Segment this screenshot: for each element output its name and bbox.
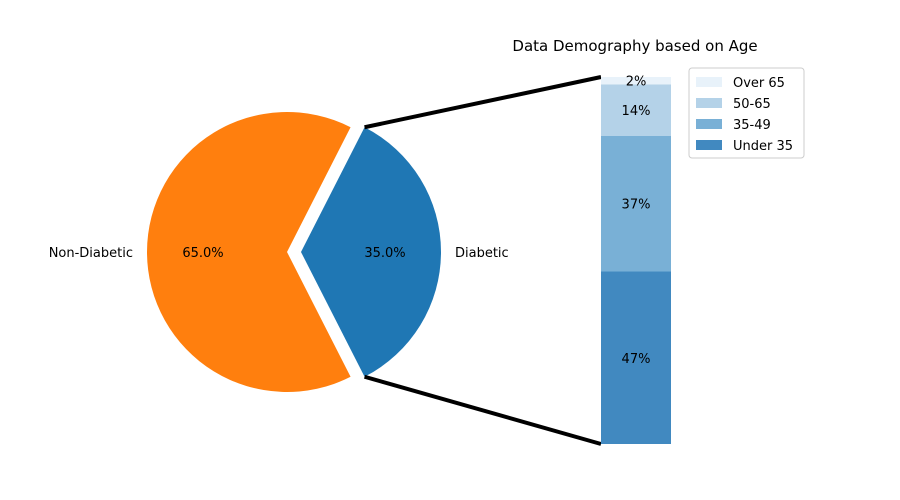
legend-swatch-under-35 [696, 140, 722, 150]
legend-swatch-50-65 [696, 98, 722, 108]
connector-line-top [364, 75, 602, 130]
legend-frame [688, 67, 805, 159]
legend: Over 65 50-65 35-49 Under 35 [688, 67, 805, 159]
pie-slice-non-diabetic [146, 111, 351, 392]
pie-percent-label: 35.0% [364, 246, 405, 261]
bar-segment-over-65 [601, 77, 671, 85]
bar-segment-label: 47% [622, 352, 651, 367]
pie-chart: 35.0% Diabetic 65.0% Non-Diabetic [49, 111, 509, 392]
legend-label: 35-49 [733, 118, 771, 133]
bar-segment-label: 14% [622, 104, 651, 119]
bar-segment-under-35 [601, 271, 671, 444]
pie-category-label: Diabetic [455, 246, 509, 261]
legend-swatch-over-65 [696, 77, 722, 87]
bar-segment-35-49 [601, 135, 671, 272]
legend-label: Under 35 [733, 139, 793, 154]
connector-lines [364, 75, 602, 446]
bar-segment-label: 37% [622, 198, 651, 213]
legend-swatch-35-49 [696, 119, 722, 129]
pie-percent-label: 65.0% [182, 246, 223, 261]
stacked-bar-chart: Data Demography based on Age 47% 37% 14% 2% [512, 37, 758, 444]
pie-category-label: Non-Diabetic [49, 246, 133, 261]
legend-label: 50-65 [733, 97, 771, 112]
pie-slice-diabetic [301, 127, 441, 377]
connector-line-bottom [364, 374, 602, 446]
bar-segment-50-65 [601, 84, 671, 136]
legend-label: Over 65 [733, 76, 785, 91]
bar-chart-title: Data Demography based on Age [512, 37, 757, 55]
bar-segment-label: 2% [626, 75, 647, 90]
